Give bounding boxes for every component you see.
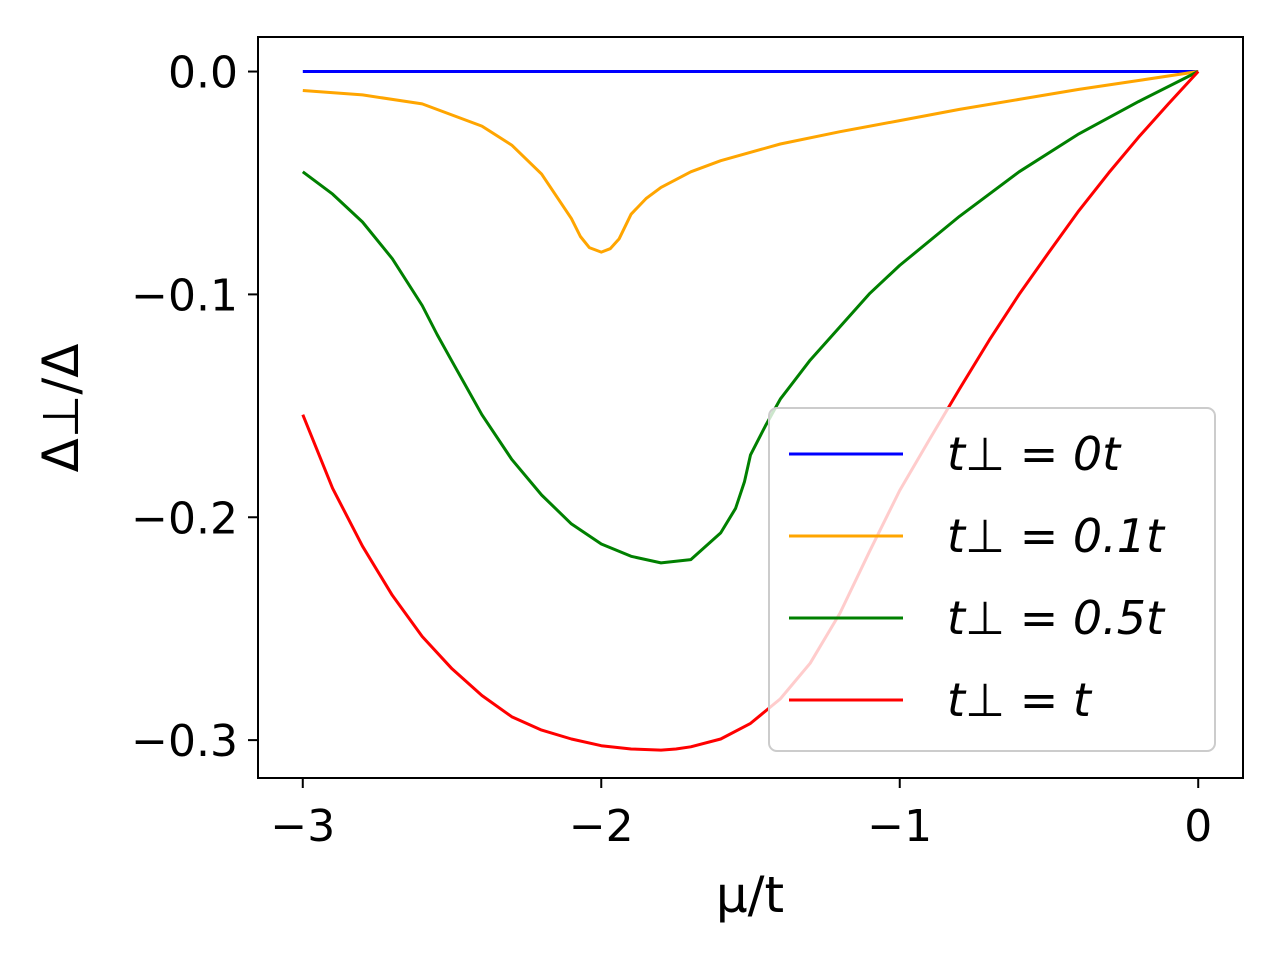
y-tick-label: −0.3 [131, 716, 238, 767]
legend-label: t⊥ = 0t [947, 427, 1122, 481]
y-axis-label: Δ⊥/Δ [32, 344, 90, 473]
y-tick-label: −0.1 [131, 270, 238, 321]
x-axis: −3 −2 −1 0 [270, 778, 1212, 852]
x-axis-label: μ/t [716, 866, 784, 924]
legend-label: t⊥ = t [947, 673, 1093, 727]
y-tick-label: −0.2 [131, 493, 238, 544]
series-line-2 [302, 70, 1199, 254]
plot-frame [257, 36, 1244, 779]
series-line-3 [301, 70, 1199, 565]
legend-label: t⊥ = 0.5t [947, 591, 1166, 645]
series-line-4 [301, 70, 1200, 752]
series-layer [301, 70, 1200, 752]
x-tick-label: −3 [270, 801, 335, 852]
y-tick-label: 0.0 [168, 48, 238, 99]
legend: t⊥ = 0t t⊥ = 0.1t t⊥ = 0.5t t⊥ = t [768, 407, 1216, 752]
x-tick-label: −2 [569, 801, 634, 852]
legend-label: t⊥ = 0.1t [947, 509, 1166, 563]
legend-box [768, 407, 1216, 752]
x-tick-label: −1 [867, 801, 932, 852]
x-tick-label: 0 [1184, 801, 1212, 852]
y-axis: 0.0 −0.1 −0.2 −0.3 [131, 48, 258, 767]
